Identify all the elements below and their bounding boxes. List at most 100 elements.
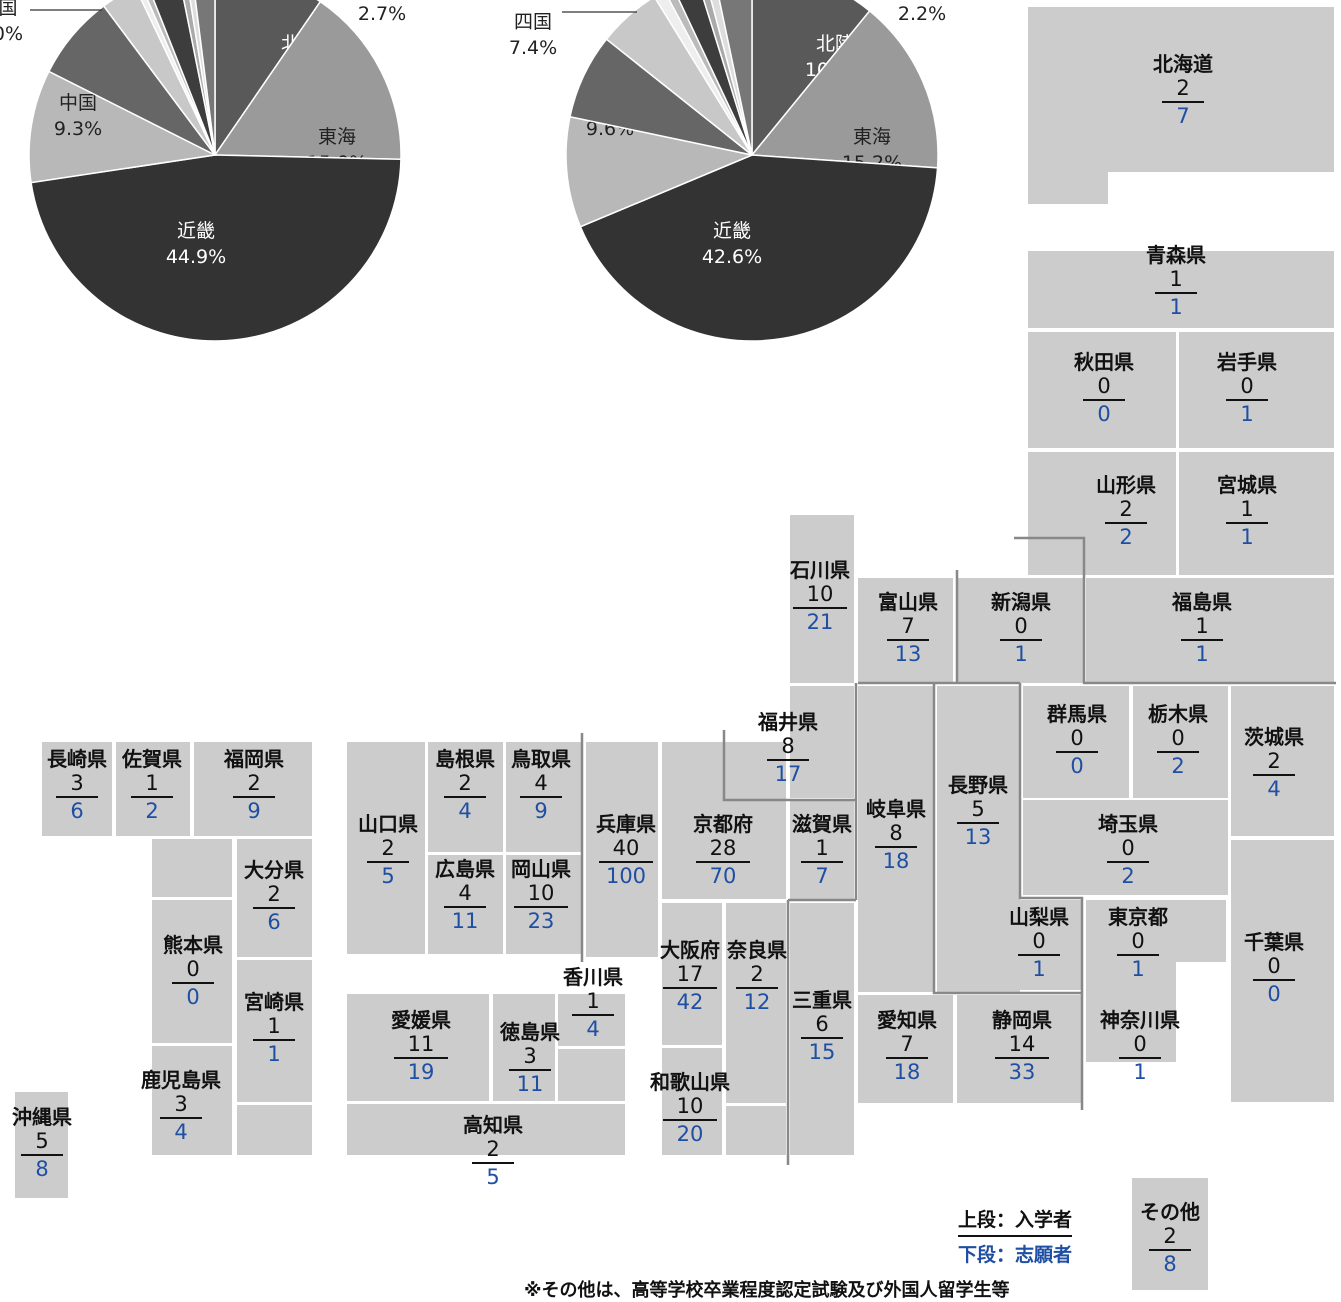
prefecture-label: 愛知県 7 18: [877, 1008, 937, 1085]
prefecture-name: 京都府: [693, 812, 753, 836]
pie-slice-label: 中国: [59, 92, 97, 114]
enrolled-count: 2: [736, 962, 777, 989]
prefecture-label: 山形県 2 2: [1096, 473, 1156, 550]
applicant-count: 19: [391, 1059, 451, 1085]
prefecture-name: 秋田県: [1074, 350, 1134, 374]
applicant-count: 15: [792, 1039, 852, 1065]
prefecture-name: 高知県: [463, 1113, 523, 1137]
legend-bottom: 下段：志願者: [958, 1237, 1072, 1267]
enrolled-count: 8: [875, 821, 916, 848]
prefecture-label: 大分県 2 6: [244, 858, 304, 935]
prefecture-name: 和歌山県: [650, 1070, 730, 1094]
applicant-count: 7: [1153, 103, 1213, 129]
prefecture-name: 愛知県: [877, 1008, 937, 1032]
applicant-count: 33: [992, 1059, 1052, 1085]
enrolled-count: 1: [131, 771, 172, 798]
prefecture-label: 島根県 2 4: [435, 747, 495, 824]
prefecture-name: 長崎県: [47, 747, 107, 771]
footnote: ※その他は、高等学校卒業程度認定試験及び外国人留学生等: [524, 1276, 1010, 1302]
enrolled-count: 4: [520, 771, 561, 798]
prefecture-tile: [237, 1105, 312, 1155]
applicant-count: 2: [122, 798, 182, 824]
prefecture-name: 鹿児島県: [141, 1068, 221, 1092]
applicant-count: 0: [1047, 753, 1107, 779]
prefecture-label: 石川県 10 21: [790, 558, 850, 635]
applicant-count: 0: [1074, 401, 1134, 427]
prefecture-name: その他: [1140, 1200, 1200, 1224]
prefecture-name: 栃木県: [1148, 702, 1208, 726]
prefecture-name: 石川県: [790, 558, 850, 582]
pie-slice-value: 9.3%: [54, 118, 102, 140]
applicant-count: 9: [224, 798, 284, 824]
enrolled-count: 0: [1056, 726, 1097, 753]
pie-slice-label: 四国: [514, 11, 552, 33]
prefecture-name: 山形県: [1096, 473, 1156, 497]
prefecture-label: 北海道 2 7: [1153, 52, 1213, 129]
prefecture-label: 鹿児島県 3 4: [141, 1068, 221, 1145]
enrolled-count: 3: [509, 1044, 550, 1071]
prefecture-label: 大阪府 17 42: [660, 938, 720, 1015]
prefecture-name: 大阪府: [660, 938, 720, 962]
applicant-count: 1: [1009, 956, 1069, 982]
prefecture-name: 埼玉県: [1098, 812, 1158, 836]
prefecture-name: 鳥取県: [511, 747, 571, 771]
prefecture-label: 愛媛県 11 19: [391, 1008, 451, 1085]
enrolled-count: 5: [957, 797, 998, 824]
legend-key: 上段：入学者 下段：志願者: [958, 1205, 1072, 1267]
enrolled-count: 6: [801, 1012, 842, 1039]
pie-slice-value: 0%: [0, 23, 23, 45]
prefecture-name: 島根県: [435, 747, 495, 771]
prefecture-label: 福島県 1 1: [1172, 590, 1232, 667]
pie-slice-value: 7.4%: [509, 37, 557, 59]
prefecture-name: 山梨県: [1009, 905, 1069, 929]
applicant-count: 18: [866, 848, 926, 874]
prefecture-name: 富山県: [878, 590, 938, 614]
enrolled-count: 0: [1018, 929, 1059, 956]
applicant-count: 17: [758, 761, 818, 787]
pie-slice-value: 2.7%: [358, 3, 406, 25]
pie-slice-value: 2.2%: [898, 3, 946, 25]
applicant-count: 13: [948, 824, 1008, 850]
enrolled-count: 2: [472, 1137, 513, 1164]
applicant-count: 1: [1100, 1059, 1180, 1085]
applicant-count: 1: [1217, 524, 1277, 550]
applicant-count: 1: [1172, 641, 1232, 667]
applicant-count: 2: [1098, 863, 1158, 889]
prefecture-label: 宮崎県 1 1: [244, 990, 304, 1067]
enrolled-count: 3: [160, 1092, 201, 1119]
enrolled-count: 2: [1162, 76, 1203, 103]
prefecture-label: 熊本県 0 0: [163, 933, 223, 1010]
prefecture-label: 富山県 7 13: [878, 590, 938, 667]
enrolled-count: 2: [253, 882, 294, 909]
pie-slice-value: 44.9%: [166, 246, 226, 268]
pie-slice-label: 近畿: [177, 220, 215, 242]
prefecture-tile: [1028, 172, 1108, 204]
enrolled-count: 10: [793, 582, 848, 609]
prefecture-label: 高知県 2 5: [463, 1113, 523, 1190]
applicant-count: 4: [141, 1119, 221, 1145]
enrolled-count: 2: [233, 771, 274, 798]
enrolled-count: 2: [1149, 1224, 1190, 1251]
applicant-count: 12: [727, 989, 787, 1015]
prefecture-name: 福岡県: [224, 747, 284, 771]
prefecture-name: 新潟県: [991, 590, 1051, 614]
prefecture-name: 広島県: [435, 857, 495, 881]
prefecture-label: 広島県 4 11: [435, 857, 495, 934]
enrolled-count: 1: [801, 836, 842, 863]
enrolled-count: 0: [1253, 954, 1294, 981]
applicant-count: 42: [660, 989, 720, 1015]
prefecture-label: 奈良県 2 12: [727, 938, 787, 1015]
applicant-count: 1: [1217, 401, 1277, 427]
applicant-count: 21: [790, 609, 850, 635]
prefecture-label: 岩手県 0 1: [1217, 350, 1277, 427]
prefecture-label: 東京都 0 1: [1108, 905, 1168, 982]
prefecture-label: 千葉県 0 0: [1244, 930, 1304, 1007]
enrolled-count: 11: [394, 1032, 449, 1059]
applicant-count: 1: [1108, 956, 1168, 982]
enrolled-count: 7: [886, 1032, 927, 1059]
applicant-count: 20: [650, 1121, 730, 1147]
prefecture-name: 青森県: [1146, 243, 1206, 267]
prefecture-label: 沖縄県 5 8: [12, 1105, 72, 1182]
applicant-count: 5: [358, 863, 418, 889]
